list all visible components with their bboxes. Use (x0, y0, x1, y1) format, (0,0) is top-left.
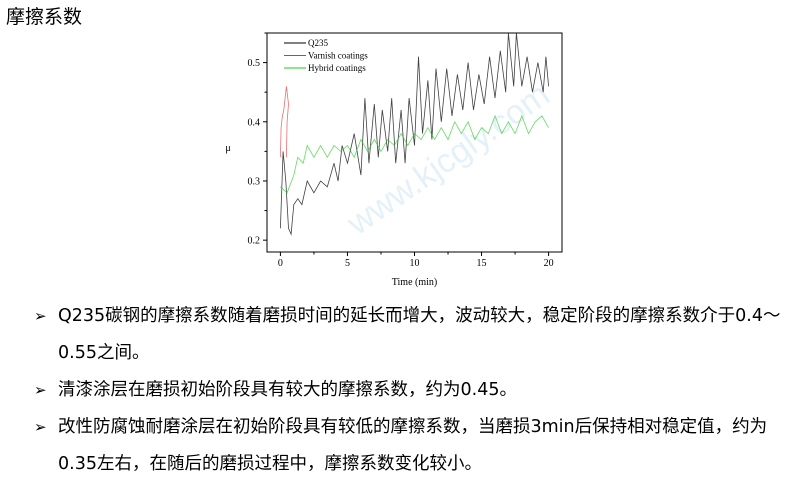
bullet-item: ➢ 清漆涂层在磨损初始阶段具有较大的摩擦系数，约为0.45。 (34, 372, 784, 409)
y-tick-label: 0.3 (248, 176, 261, 187)
x-tick-label: 10 (410, 258, 420, 269)
bullet-item: ➢ Q235碳钢的摩擦系数随着磨损时间的延长而增大，波动较大，稳定阶段的摩擦系数介… (34, 298, 784, 372)
legend-label: Q235 (308, 38, 328, 48)
y-axis-label: μ (225, 143, 230, 154)
x-tick-label: 0 (278, 258, 283, 269)
y-tick-label: 0.5 (248, 58, 261, 69)
friction-chart: 0 5 10 15 20 0.2 0.3 0.4 0.5 Time (min) μ Q235 Varni… (225, 32, 563, 288)
x-tick-label: 5 (345, 258, 350, 269)
legend-label: Hybrid coatings (308, 63, 366, 73)
bullet-text: 清漆涂层在磨损初始阶段具有较大的摩擦系数，约为0.45。 (58, 380, 517, 400)
slide-title: 摩擦系数 (6, 6, 83, 28)
arrowhead-bullet-icon: ➢ (34, 307, 47, 325)
x-axis-label: Time (min) (392, 277, 437, 288)
series-line-hybrid-coatings (280, 114, 549, 194)
y-tick-label: 0.2 (248, 236, 261, 247)
series-line-varnish-coatings (280, 86, 289, 158)
arrowhead-bullet-icon: ➢ (34, 418, 47, 436)
x-tick-label: 20 (544, 258, 554, 269)
legend-label: Varnish coatings (308, 51, 368, 61)
bullet-list: ➢ Q235碳钢的摩擦系数随着磨损时间的延长而增大，波动较大，稳定阶段的摩擦系数介… (34, 298, 784, 483)
bullet-text: Q235碳钢的摩擦系数随着磨损时间的延长而增大，波动较大，稳定阶段的摩擦系数介于… (58, 306, 781, 363)
x-tick-label: 15 (477, 258, 487, 269)
arrowhead-bullet-icon: ➢ (34, 381, 47, 399)
bullet-text: 改性防腐蚀耐磨涂层在初始阶段具有较低的摩擦系数，当磨损3min后保持相对稳定值，… (58, 417, 768, 474)
series-line-q235 (280, 33, 549, 236)
y-tick-label: 0.4 (248, 117, 261, 128)
bullet-item: ➢ 改性防腐蚀耐磨涂层在初始阶段具有较低的摩擦系数，当磨损3min后保持相对稳定值… (34, 409, 784, 483)
